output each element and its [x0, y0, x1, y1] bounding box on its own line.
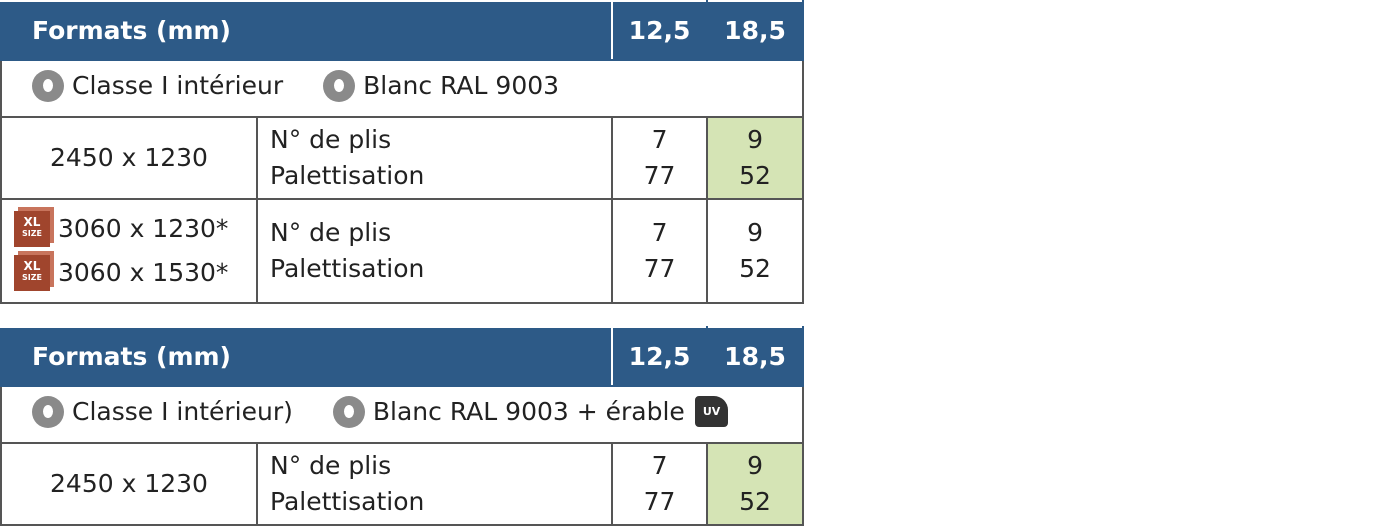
- header-cell: 18,5: [706, 326, 805, 387]
- header-row: Formats (mm) 12,5 18,5: [0, 326, 805, 387]
- format-cell: XL SIZE 3060 x 1230* XL SIZE 3060 x 1530*: [0, 198, 258, 304]
- format-line: XL SIZE 3060 x 1530*: [2, 251, 256, 295]
- info-cell: Classe I intérieur) Blanc RAL 9003 + érab…: [0, 385, 805, 444]
- format-text: 2450 x 1230: [50, 469, 208, 498]
- header-cell: Formats (mm): [0, 0, 614, 61]
- format-cell: 2450 x 1230: [0, 442, 258, 526]
- xl-icon: XL SIZE: [14, 255, 50, 291]
- info-cell: Classe I intérieur Blanc RAL 9003: [0, 59, 805, 118]
- format-line: XL SIZE 3060 x 1230*: [2, 207, 256, 251]
- table: Formats (mm) 12,5 18,5 Classe I intérieur Bl…: [0, 0, 805, 304]
- c2-text: 9: [747, 125, 763, 154]
- c1-text: 7: [651, 451, 668, 480]
- data-row: 2450 x 1230 N° de plis Palettisation 7 77 9 52: [0, 442, 805, 526]
- c1-cell: 7 77: [611, 442, 709, 526]
- format-text: 3060 x 1530*: [58, 258, 229, 287]
- info-row: Classe I intérieur) Blanc RAL 9003 + érab…: [0, 385, 805, 444]
- data-row: 2450 x 1230 N° de plis Palettisation 7 77 9 52: [0, 116, 805, 200]
- c1-text: 77: [643, 161, 676, 190]
- info-row: Classe I intérieur Blanc RAL 9003: [0, 59, 805, 118]
- info-icon: [323, 69, 356, 102]
- c2-cell: 9 52: [706, 198, 805, 304]
- c1-cell: 7 77: [611, 116, 709, 200]
- info-item: Classe I intérieur: [32, 69, 284, 102]
- c2-text: 9: [747, 218, 763, 247]
- xl-text: XL: [23, 259, 41, 273]
- labels-text: N° de plis: [270, 218, 392, 247]
- labels-text: Palettisation: [270, 254, 425, 283]
- c1-text: 7: [651, 125, 668, 154]
- c2-text: 9: [747, 451, 763, 480]
- xl-subtext: SIZE: [21, 229, 42, 238]
- info-item: Classe I intérieur): [32, 395, 293, 428]
- info-item: Blanc RAL 9003 + érable UV: [332, 395, 729, 428]
- info-text: Classe I intérieur): [72, 397, 293, 426]
- format-text: 3060 x 1230*: [58, 214, 229, 243]
- xl-text: XL: [23, 215, 41, 229]
- labels-text: N° de plis: [270, 125, 392, 154]
- header-cell: Formats (mm): [0, 326, 614, 387]
- c2-text: 52: [739, 254, 771, 283]
- info-text: Blanc RAL 9003 + érable: [372, 397, 685, 426]
- uv-badge: UV: [694, 396, 729, 427]
- c2-cell: 9 52: [706, 116, 805, 200]
- xl-icon: XL SIZE: [14, 211, 50, 247]
- c2-text: 52: [739, 487, 771, 516]
- info-text: Classe I intérieur: [72, 71, 284, 100]
- c1-text: 77: [643, 487, 676, 516]
- labels-text: Palettisation: [270, 161, 425, 190]
- labels-cell: N° de plis Palettisation: [255, 198, 614, 304]
- header-row: Formats (mm) 12,5 18,5: [0, 0, 805, 61]
- c2-cell: 9 52: [706, 442, 805, 526]
- c2-text: 52: [739, 161, 771, 190]
- header-cell: 18,5: [706, 0, 805, 61]
- info-text: Blanc RAL 9003: [363, 71, 560, 100]
- c1-cell: 7 77: [611, 198, 709, 304]
- table: Formats (mm) 12,5 18,5 Classe I intérieur) B…: [0, 326, 805, 526]
- header-cell: 12,5: [611, 0, 709, 61]
- xl-subtext: SIZE: [21, 273, 42, 282]
- c1-text: 77: [643, 254, 676, 283]
- labels-cell: N° de plis Palettisation: [255, 442, 614, 526]
- format-text: 2450 x 1230: [50, 143, 208, 172]
- labels-text: N° de plis: [270, 451, 392, 480]
- info-icon: [32, 395, 64, 428]
- info-item: Blanc RAL 9003: [323, 69, 560, 102]
- info-icon: [32, 69, 64, 102]
- header-cell: 12,5: [611, 326, 709, 387]
- format-cell: 2450 x 1230: [0, 116, 258, 200]
- labels-text: Palettisation: [270, 487, 425, 516]
- c1-text: 7: [651, 218, 668, 247]
- labels-cell: N° de plis Palettisation: [255, 116, 614, 200]
- info-icon: [332, 395, 365, 428]
- data-row: XL SIZE 3060 x 1230* XL SIZE 3060 x 1530* N° d…: [0, 198, 805, 304]
